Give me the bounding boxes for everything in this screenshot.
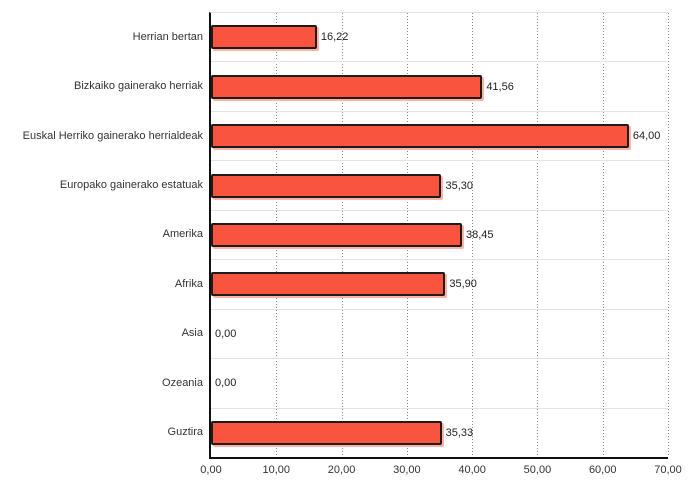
bar [211, 222, 463, 247]
bar-value-label: 0,00 [215, 377, 237, 390]
bar-value-label: 38,45 [466, 228, 494, 241]
bar-row: 0,00 [211, 310, 668, 360]
bar [211, 124, 629, 149]
category-label: Herrian bertan [132, 30, 203, 43]
bar-value-label: 0,00 [215, 327, 237, 340]
bar-value-label: 64,00 [632, 130, 661, 143]
x-axis-tick-label: 70,00 [654, 464, 682, 476]
category-label: Europako gainerako estatuak [59, 179, 203, 192]
gridline [602, 13, 604, 457]
x-axis-tick-label: 30,00 [393, 464, 421, 476]
gridline [472, 13, 474, 457]
x-axis-tick-label: 50,00 [523, 464, 552, 476]
bar-value-label: 35,30 [445, 179, 473, 192]
bar-row: 35,30 [211, 161, 668, 211]
bar-value-label: 35,33 [445, 426, 474, 439]
category-label: Euskal Herriko gainerako herrialdeak [22, 129, 203, 142]
bar-row: 64,00 [211, 112, 668, 162]
bar-row: 41,56 [211, 62, 668, 112]
bar-row: 0,00 [211, 359, 668, 409]
bar-value-label: 41,56 [486, 80, 514, 93]
bar-row: 35,90 [211, 260, 668, 310]
plot-area: 16,22 41,56 64,00 35,30 38,45 35,90 [209, 12, 669, 459]
category-label: Guztira [167, 426, 203, 439]
x-axis-tick-label: 0,00 [200, 464, 222, 476]
category-label: Ozeania [162, 376, 203, 389]
gridline [537, 13, 539, 457]
x-axis-tick-label: 20,00 [327, 464, 356, 476]
x-axis-tick-label: 10,00 [262, 464, 291, 476]
gridline [668, 13, 669, 457]
x-axis: 0,00 10,00 20,00 30,00 40,00 50,00 60,00… [200, 464, 681, 478]
bar [211, 173, 442, 198]
bar-row: 16,22 [211, 13, 668, 63]
x-axis-tick-label: 40,00 [458, 464, 486, 476]
bar [211, 25, 317, 50]
category-axis: Herrian bertan Bizkaiko gainerako herria… [0, 12, 209, 457]
bar-value-label: 16,22 [320, 31, 349, 44]
bar [211, 420, 442, 445]
category-label: Amerika [162, 228, 203, 241]
x-axis-tick-label: 60,00 [588, 464, 617, 476]
category-label: Asia [181, 327, 203, 340]
bar [211, 272, 446, 297]
bar-row: 35,33 [211, 409, 668, 457]
bar-row: 38,45 [211, 211, 668, 261]
bar-rows: 16,22 41,56 64,00 35,30 38,45 35,90 [211, 13, 668, 457]
category-label: Afrika [174, 277, 203, 290]
category-label: Bizkaiko gainerako herriak [73, 80, 203, 93]
bar-value-label: 35,90 [449, 278, 477, 291]
bar [211, 74, 483, 99]
